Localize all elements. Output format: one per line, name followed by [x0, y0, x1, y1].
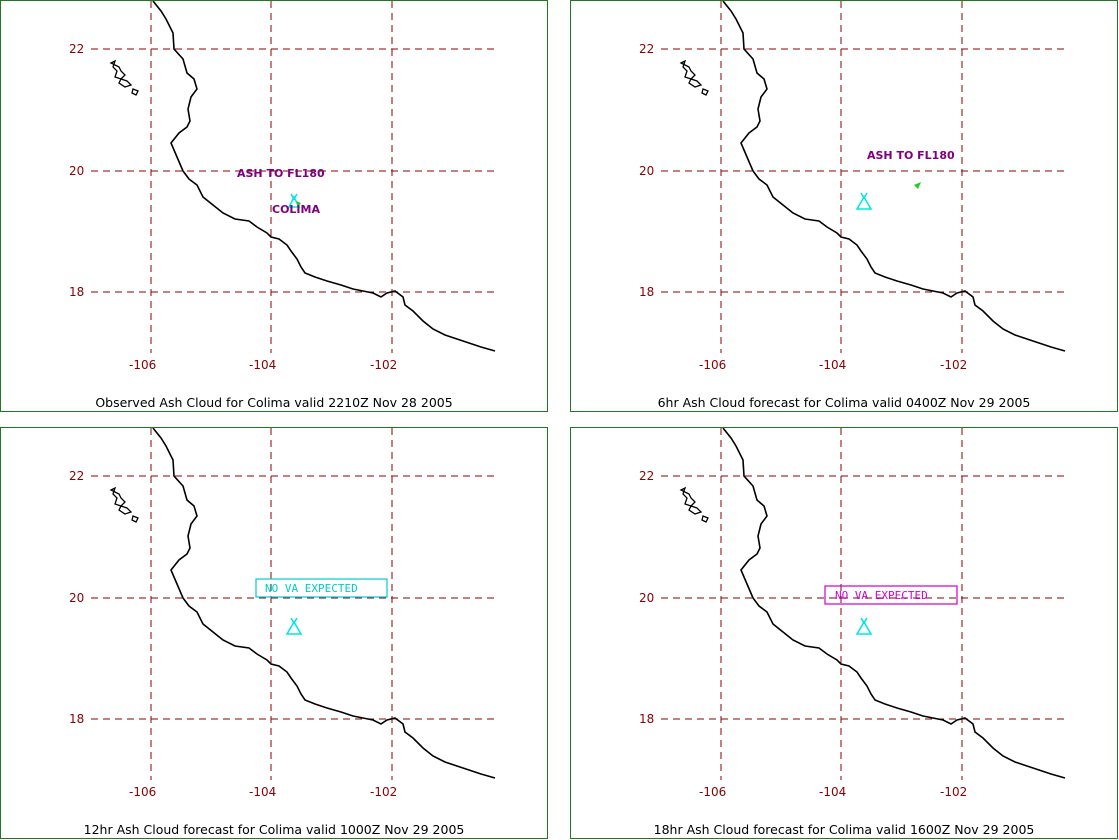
- no-va-box: [824, 585, 958, 605]
- lon-label-102: -102: [370, 785, 397, 799]
- volcano-icon: [285, 617, 303, 635]
- no-va-label: NO VA EXPECTED: [835, 589, 928, 602]
- lat-labels: 22 20 18: [69, 469, 84, 726]
- lat-label-22: 22: [639, 42, 654, 56]
- gridlines: [91, 428, 499, 780]
- panel-caption: 12hr Ash Cloud forecast for Colima valid…: [83, 822, 465, 837]
- lon-label-106: -106: [699, 785, 726, 799]
- lon-labels: -106 -104 -102: [129, 358, 397, 372]
- coastline: [722, 428, 1066, 779]
- lon-label-102: -102: [940, 785, 967, 799]
- no-va-box: [255, 578, 388, 598]
- lon-label-102: -102: [940, 358, 967, 372]
- ash-cloud-polygon: [296, 201, 301, 207]
- lon-label-104: -104: [819, 785, 846, 799]
- lon-labels: -106 -104 -102: [699, 785, 967, 799]
- map-panel-18hr: 22 20 18 -106 -104 -102 NO VA EXPECTED 1…: [570, 427, 1118, 839]
- lon-label-104: -104: [819, 358, 846, 372]
- lon-label-104: -104: [249, 358, 276, 372]
- coastline: [152, 1, 496, 352]
- lon-labels: -106 -104 -102: [699, 358, 967, 372]
- lat-label-20: 20: [69, 164, 84, 178]
- lat-label-20: 20: [639, 164, 654, 178]
- lat-label-22: 22: [69, 42, 84, 56]
- volcano-name-label: COLIMA: [272, 203, 320, 216]
- no-va-label: NO VA EXPECTED: [265, 582, 358, 595]
- lat-labels: 22 20 18: [639, 42, 654, 299]
- lon-label-106: -106: [129, 358, 156, 372]
- map-panel-12hr: 22 20 18 -106 -104 -102 NO VA EXPECTED 1…: [0, 427, 548, 839]
- panel-caption: Observed Ash Cloud for Colima valid 2210…: [95, 395, 453, 410]
- lon-label-104: -104: [249, 785, 276, 799]
- lat-label-18: 18: [69, 712, 84, 726]
- gridlines: [661, 1, 1069, 353]
- volcano-icon: [855, 617, 873, 635]
- lon-labels: -106 -104 -102: [129, 785, 397, 799]
- map-canvas: 22 20 18 -106 -104 -102 NO VA EXPECTED: [69, 428, 499, 799]
- coastline: [152, 428, 496, 779]
- volcano-icon: [855, 192, 873, 210]
- lon-label-102: -102: [370, 358, 397, 372]
- islands: [679, 486, 709, 523]
- islands: [679, 59, 709, 96]
- map-canvas: 22 20 18 -106 -104 -102 ASH TO FL180 COL…: [69, 1, 499, 372]
- lat-label-20: 20: [69, 591, 84, 605]
- ash-height-label: ASH TO FL180: [867, 149, 955, 162]
- coastline: [722, 1, 1066, 352]
- lat-label-18: 18: [639, 285, 654, 299]
- lat-labels: 22 20 18: [69, 42, 84, 299]
- lat-label-18: 18: [639, 712, 654, 726]
- map-canvas: 22 20 18 -106 -104 -102 NO VA EXPECTED: [639, 428, 1069, 799]
- panel-caption: 6hr Ash Cloud forecast for Colima valid …: [657, 395, 1031, 410]
- lat-label-22: 22: [69, 469, 84, 483]
- islands: [109, 59, 139, 96]
- gridlines: [91, 1, 499, 353]
- ash-height-label: ASH TO FL180: [237, 167, 325, 180]
- lon-label-106: -106: [699, 358, 726, 372]
- lat-label-20: 20: [639, 591, 654, 605]
- lon-label-106: -106: [129, 785, 156, 799]
- gridlines: [661, 428, 1069, 780]
- map-panel-6hr: 22 20 18 -106 -104 -102 ASH TO FL180 6hr…: [570, 0, 1118, 412]
- map-canvas: 22 20 18 -106 -104 -102 ASH TO FL180: [639, 1, 1069, 372]
- map-panel-observed: 22 20 18 -106 -104 -102 ASH TO FL180 COL…: [0, 0, 548, 412]
- islands: [109, 486, 139, 523]
- lat-label-18: 18: [69, 285, 84, 299]
- ash-cloud-polygon: [914, 182, 921, 189]
- panel-caption: 18hr Ash Cloud forecast for Colima valid…: [653, 822, 1035, 837]
- lat-labels: 22 20 18: [639, 469, 654, 726]
- lat-label-22: 22: [639, 469, 654, 483]
